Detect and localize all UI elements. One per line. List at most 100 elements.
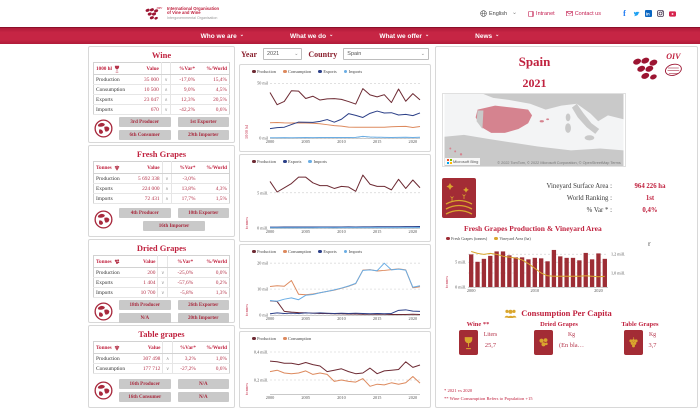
row-label: Imports — [93, 287, 132, 298]
country-label: Country — [308, 49, 338, 59]
row-value: 177 712 — [135, 363, 163, 374]
row-value: 72 431 — [129, 193, 163, 204]
language-selector[interactable]: English — [480, 10, 517, 17]
world-rank-row: 3rd Producer 1st Exporter 6th Consumer 29th… — [93, 115, 230, 143]
nav-item[interactable]: News — [475, 33, 499, 40]
commodity-section-card: Wine 1000 hl Value %Var* %/World — [88, 46, 235, 143]
footnote: * 2021 vs 2020 — [444, 388, 473, 394]
col-header-value: Value — [131, 255, 158, 268]
col-header-var: %Var* — [171, 161, 198, 174]
rank-badge: 16th Producer — [119, 379, 171, 389]
chart-legend: Production Consumption — [242, 334, 428, 343]
year-select[interactable]: 2021 — [263, 48, 303, 60]
map-attribution[interactable]: © 2022 TomTom, © 2022 Microsoft Corporat… — [497, 161, 621, 165]
per-capita-item: Table Grapes Kg 3,7 — [604, 321, 676, 355]
rank-badge: N/A — [177, 379, 229, 389]
intranet-link[interactable]: Intranet — [528, 11, 555, 17]
row-label: Imports — [93, 193, 130, 204]
rank-badge: 20th Importer — [177, 313, 229, 323]
legend-dot — [282, 69, 287, 74]
world-rank-row: 18th Producer 26th Exporter N/A 20th Import… — [93, 298, 230, 326]
chart-plot — [270, 258, 420, 315]
chart-plot — [270, 345, 420, 394]
rank-badge: 29th Importer — [177, 130, 229, 140]
row-world — [197, 173, 230, 184]
row-var: 13,8% — [171, 183, 198, 194]
nav-item-label: What we offer — [379, 32, 422, 40]
per-capita-unit: Kg — [648, 332, 657, 338]
section-title: Wine — [151, 50, 172, 60]
row-world: 0,6% — [197, 363, 230, 374]
grapes-icon — [114, 344, 120, 351]
fresh-grapes-vineyard-chart: Fresh Grapes (tonnes) Vineyard Area (ha) 0… — [444, 236, 652, 293]
logo-line3: Intergovernmental Organisation — [167, 16, 218, 21]
globe-language-icon — [480, 10, 487, 17]
people-group-icon — [504, 309, 517, 318]
youtube-icon[interactable] — [669, 10, 676, 17]
social-links: f in — [621, 9, 676, 18]
col-header-world: %/World — [197, 62, 230, 75]
country-panel: Spain 2021 OIV — [435, 46, 698, 408]
language-label: English — [488, 10, 508, 17]
bing-logo: Microsoft Bing — [445, 158, 481, 165]
row-world: 0,0% — [195, 267, 230, 278]
nav-item[interactable]: Who we are — [201, 33, 244, 40]
instagram-icon[interactable] — [657, 10, 664, 17]
globe-icon — [94, 381, 113, 400]
wine-glass-icon — [464, 336, 473, 349]
contact-link[interactable]: Contact us — [565, 11, 601, 17]
fresh-grapes-trend-chart: Production Exports Imports 0 mill. 5 mill. 20… — [242, 157, 428, 239]
microsoft-logo-icon — [447, 159, 452, 164]
charts-column: Year 2021 Country Spain ProductionConsum… — [239, 46, 431, 408]
globe-icon — [94, 119, 113, 138]
col-header-world: %/World — [197, 341, 230, 354]
top-header: OIV International Organisation of Vine a… — [0, 0, 700, 27]
stats-table: Tonnes Value %Var* %/World Production — [93, 341, 230, 374]
trend-arrow-icon: ∧ — [160, 84, 172, 95]
footnote: ** Wine Consumption Refers to Population… — [444, 395, 533, 401]
col-header-value: Value — [136, 62, 162, 75]
table-row: Production 5 692 338 ∨ -3,0% — [93, 173, 230, 184]
vineyard-stat-label: World Ranking : — [566, 194, 612, 202]
nav-item[interactable]: What we offer — [379, 33, 429, 40]
svg-text:OIV: OIV — [666, 52, 681, 61]
row-value: 10 500 — [136, 84, 162, 95]
row-value: 5 692 338 — [129, 173, 163, 184]
vineyard-stat-label: Vineyard Surface Area : — [546, 182, 612, 190]
country-select[interactable]: Spain — [343, 48, 429, 60]
unit-label: 1000 hl — [96, 65, 112, 72]
country-map[interactable]: Microsoft Bing © 2022 TomTom, © 2022 Mic… — [442, 93, 626, 167]
nav-item[interactable]: What we do — [290, 33, 333, 40]
per-capita-item: Dried Grapes Kg (En bla… — [523, 321, 595, 355]
legend-dot — [282, 336, 287, 341]
table-row: Production 200 ∨ -25,0% 0,0% — [93, 267, 230, 278]
rank-badge: 16th Consumer — [119, 392, 171, 402]
chevron-down-icon — [294, 51, 298, 57]
main-navbar: Who we are What we do What we offer News — [0, 27, 700, 44]
table-row: Imports 72 431 ∧ 17,7% 1,5% — [93, 193, 230, 204]
row-var: 17,7% — [171, 193, 198, 204]
world-rank-row: 16th Producer N/A 16th Consumer N/A — [93, 377, 230, 405]
raisins-icon — [114, 258, 119, 264]
legend-dot — [282, 159, 287, 164]
table-row: Exports 23 047 ∧ 12,3% 20,5% — [93, 94, 230, 105]
rank-badge: 4th Producer — [119, 208, 171, 218]
oiv-logo[interactable]: OIV International Organisation of Vine a… — [145, 6, 219, 22]
chevron-down-icon — [495, 32, 499, 38]
row-var: -5,8% — [167, 287, 196, 298]
linkedin-icon[interactable]: in — [645, 10, 652, 17]
table-grapes-chart-card: Production Consumption 0,2 mill. 0,4 mill. 2… — [239, 331, 431, 408]
rank-badge: 10th Exporter — [177, 208, 229, 218]
year-value: 2021 — [267, 51, 280, 57]
per-capita-item: Wine ** Liters 25,7 — [442, 321, 514, 355]
trend-arrow-icon: ∨ — [160, 104, 172, 115]
logo-line1: International Organisation — [167, 5, 220, 11]
facebook-icon[interactable]: f — [623, 9, 626, 18]
legend-dot — [446, 236, 450, 241]
stats-table: Tonnes Value %Var* %/World Production — [93, 255, 230, 298]
twitter-icon[interactable] — [633, 10, 640, 17]
rank-badge: N/A — [119, 313, 171, 323]
vineyard-stat-value: 964 226 ha — [634, 182, 666, 190]
row-label: Exports — [93, 94, 137, 105]
legend-dot — [318, 249, 322, 254]
